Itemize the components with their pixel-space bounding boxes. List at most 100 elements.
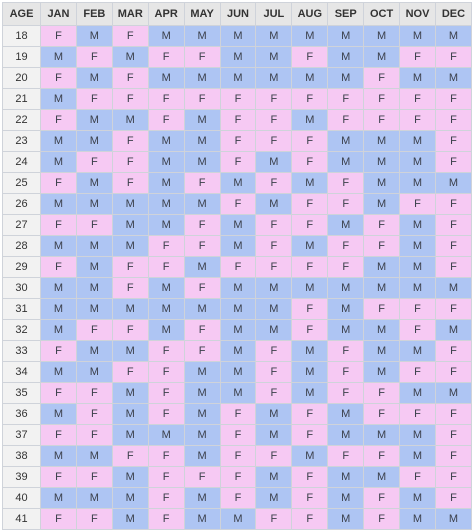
age-cell: 19 xyxy=(2,46,41,68)
gender-cell: M xyxy=(219,172,257,194)
gender-cell: F xyxy=(40,424,77,446)
gender-cell: F xyxy=(434,424,473,446)
gender-cell: F xyxy=(183,172,221,194)
age-cell: 32 xyxy=(2,319,41,341)
header-age: AGE xyxy=(2,2,41,26)
header-month-apr: APR xyxy=(147,2,185,26)
age-cell: 25 xyxy=(2,172,41,194)
gender-cell: F xyxy=(111,172,149,194)
gender-cell: F xyxy=(219,256,257,278)
gender-cell: M xyxy=(183,109,221,131)
header-month-nov: NOV xyxy=(399,2,436,26)
gender-cell: F xyxy=(40,340,77,362)
table-row: 35 F F M F M M F M F F M M xyxy=(2,382,473,404)
gender-cell: M xyxy=(219,340,257,362)
gender-cell: M xyxy=(40,88,77,110)
gender-cell: F xyxy=(399,109,436,131)
gender-cell: M xyxy=(291,235,329,257)
gender-cell: F xyxy=(327,382,365,404)
gender-cell: F xyxy=(147,109,185,131)
gender-cell: F xyxy=(255,214,293,236)
gender-cell: F xyxy=(183,235,221,257)
header-month-jun: JUN xyxy=(219,2,257,26)
gender-cell: F xyxy=(434,235,473,257)
gender-cell: M xyxy=(40,151,77,173)
gender-cell: M xyxy=(183,508,221,530)
gender-cell: M xyxy=(363,424,401,446)
header-month-aug: AUG xyxy=(291,2,329,26)
gender-cell: F xyxy=(327,109,365,131)
gender-cell: F xyxy=(327,256,365,278)
table-row: 33 F M M F F M F M F M M F xyxy=(2,340,473,362)
gender-cell: M xyxy=(111,46,149,68)
gender-cell: M xyxy=(399,445,436,467)
age-cell: 21 xyxy=(2,88,41,110)
age-cell: 20 xyxy=(2,67,41,89)
table-row: 31 M M M M M M M F M F F F xyxy=(2,298,473,320)
gender-cell: F xyxy=(434,109,473,131)
gender-cell: F xyxy=(255,340,293,362)
gender-cell: M xyxy=(434,25,473,47)
table-row: 25 F M F M F M F M F M M M xyxy=(2,172,473,194)
gender-cell: F xyxy=(183,340,221,362)
gender-cell: M xyxy=(399,172,436,194)
gender-cell: M xyxy=(111,214,149,236)
gender-cell: F xyxy=(183,214,221,236)
gender-cell: F xyxy=(40,256,77,278)
gender-cell: M xyxy=(399,424,436,446)
header-row: AGE JAN FEB MAR APR MAY JUN JUL AUG SEP OCT NOV DEC xyxy=(2,2,473,26)
gender-cell: F xyxy=(75,403,113,425)
gender-cell: F xyxy=(183,277,221,299)
table-row: 26 M M M M M F M F F M F F xyxy=(2,193,473,215)
gender-cell: F xyxy=(363,487,401,509)
gender-cell: F xyxy=(291,508,329,530)
gender-cell: F xyxy=(75,88,113,110)
age-cell: 35 xyxy=(2,382,41,404)
gender-cell: M xyxy=(363,319,401,341)
gender-cell: M xyxy=(327,67,365,89)
gender-cell: M xyxy=(183,256,221,278)
gender-cell: M xyxy=(219,46,257,68)
gender-cell: M xyxy=(327,277,365,299)
gender-cell: F xyxy=(219,403,257,425)
gender-cell: M xyxy=(219,508,257,530)
gender-cell: M xyxy=(363,340,401,362)
gender-cell: F xyxy=(219,130,257,152)
gender-cell: F xyxy=(255,235,293,257)
gender-cell: M xyxy=(75,340,113,362)
gender-cell: M xyxy=(183,424,221,446)
gender-cell: M xyxy=(111,235,149,257)
gender-cell: M xyxy=(147,25,185,47)
gender-cell: M xyxy=(75,277,113,299)
gender-cell: M xyxy=(291,277,329,299)
gender-cell: M xyxy=(111,466,149,488)
gender-cell: F xyxy=(219,193,257,215)
gender-cell: F xyxy=(291,403,329,425)
gender-cell: F xyxy=(147,382,185,404)
gender-cell: F xyxy=(111,25,149,47)
gender-cell: F xyxy=(219,109,257,131)
gender-cell: F xyxy=(363,235,401,257)
gender-cell: M xyxy=(147,130,185,152)
gender-cell: F xyxy=(147,340,185,362)
gender-cell: M xyxy=(363,256,401,278)
gender-cell: F xyxy=(291,256,329,278)
header-month-may: MAY xyxy=(183,2,221,26)
gender-cell: F xyxy=(255,508,293,530)
gender-cell: M xyxy=(75,193,113,215)
gender-cell: F xyxy=(255,109,293,131)
gender-cell: F xyxy=(291,151,329,173)
gender-cell: F xyxy=(434,361,473,383)
gender-cell: F xyxy=(363,403,401,425)
gender-cell: F xyxy=(291,130,329,152)
gender-cell: F xyxy=(291,319,329,341)
age-cell: 38 xyxy=(2,445,41,467)
age-cell: 18 xyxy=(2,25,41,47)
gender-cell: F xyxy=(40,172,77,194)
table-row: 24 M F F M M F M F M M M F xyxy=(2,151,473,173)
gender-cell: M xyxy=(255,25,293,47)
gender-cell: F xyxy=(75,319,113,341)
gender-cell: F xyxy=(219,487,257,509)
gender-cell: M xyxy=(327,46,365,68)
gender-cell: F xyxy=(255,361,293,383)
